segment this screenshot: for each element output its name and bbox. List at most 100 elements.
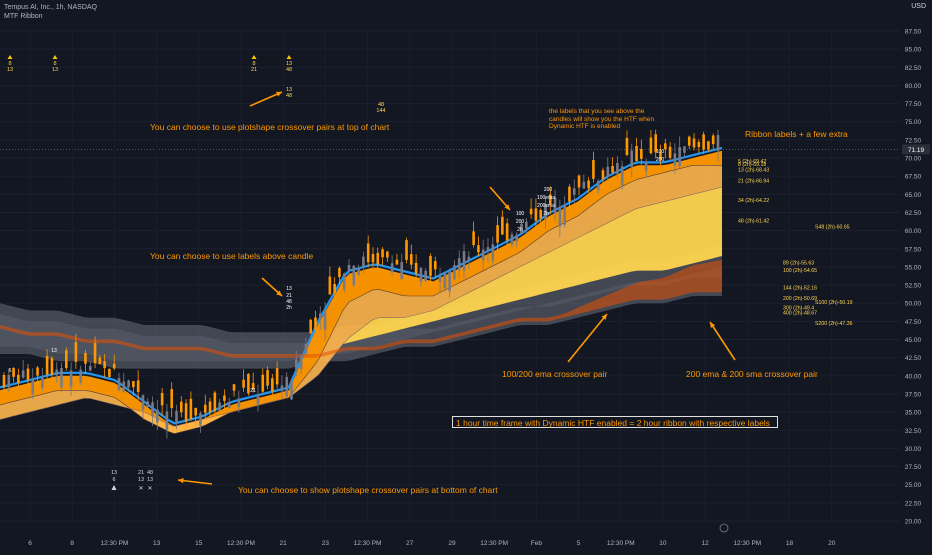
time-tick: 23 [322,540,330,547]
top-marker-label: 8 [252,61,255,67]
candle-layer [2,129,720,439]
candle-body [663,143,667,150]
candle-body [309,319,312,334]
candle-label: 21 [250,388,256,394]
ribbon-label: 100 (2h)-54.65 [783,268,817,274]
candle-body [443,273,447,289]
candle-label: 48 [286,299,292,305]
time-tick: 12:30 PM [227,540,255,547]
top-marker-label: 48 [286,93,292,99]
candle-body [132,381,135,388]
ribbon-layer [0,146,723,434]
ribbon-label: 200 (2h)-50.69 [783,296,817,302]
currency-label[interactable]: USD [911,3,926,10]
candle-body [568,186,571,202]
candle-body [189,398,193,419]
candle-body [553,197,557,214]
candle-body [702,134,705,150]
price-tick: 35.00 [905,410,922,417]
candle-body [429,255,432,276]
time-tick: 27 [406,540,414,547]
candle-body [151,402,154,417]
arrow-head-icon [710,322,716,328]
candle-body [184,403,188,422]
time-tick: 10 [659,540,667,547]
candle-body [55,369,59,376]
candle-body [400,262,404,279]
candle-body [45,356,49,375]
ema-crossover-fan [0,260,722,358]
candle-body [7,374,11,388]
candle-body [673,153,677,166]
annotation-labels-above: You can choose to use labels above candl… [150,251,314,261]
candle-body [366,243,370,263]
up-triangle-icon [286,55,292,59]
candle-body [654,134,658,153]
up-triangle-icon [111,485,117,490]
candle-label: 13 [286,286,292,292]
candle-body [692,138,696,148]
top-marker-label: 48 [286,67,292,73]
ribbon-label: 13 (2h)-68.43 [738,168,769,174]
arrow-head-icon [276,91,282,97]
price-axis-bg [900,0,932,550]
fast-ribbon-light-orange [0,165,722,434]
candle-body [477,245,480,253]
ribbon-label: 300 (2h)-49.4 [783,306,814,312]
fast-ribbon-yellow [0,187,722,427]
candle-body [630,150,634,167]
candle-body [467,256,471,262]
candle-body [21,370,25,378]
candle-body [577,175,581,188]
candle-body [323,311,327,330]
candle-body [180,401,183,413]
ribbon-label: 21 (2h)-66.94 [738,179,769,185]
top-marker-label: 13 [286,87,292,93]
annotation-ema-sma-pair: 200 ema & 200 sma crossover pair [686,369,818,379]
candle-body [433,261,437,270]
candle-body [36,367,39,376]
price-tick: 80.00 [905,83,922,90]
price-tick: 70.00 [905,156,922,163]
candle-body [342,273,346,290]
cross-icon: ✕ [138,486,143,492]
candle-label: 200 [516,219,525,225]
ribbon-label: 89 (2h)-55.63 [783,261,814,267]
time-tick: 8 [70,540,74,547]
candle-body [41,377,44,388]
candle-body [405,240,408,260]
candle-body [419,267,423,282]
price-tick: 57.50 [905,246,922,253]
candle-body [256,394,260,405]
candle-body [232,384,236,391]
time-tick: 12:30 PM [100,540,128,547]
candle-label: 2h [517,227,523,233]
candle-body [462,251,466,271]
price-tick: 45.00 [905,337,922,344]
time-tick: 12:30 PM [480,540,508,547]
candle-body [165,411,169,431]
candle-body [362,256,365,268]
price-tick: 62.50 [905,210,922,217]
candle-body [548,194,552,205]
candle-body [491,244,495,261]
arrow-head-icon [276,290,282,296]
ribbon-label: 400 (2h)-48.67 [783,311,817,317]
candle-body [376,252,380,265]
candle-body [318,313,322,320]
price-tick: 42.50 [905,355,922,362]
top-marker-label: 8 [53,61,56,67]
candle-body [12,368,15,377]
ribbon-label: 5 (2h)-69.42 [738,159,766,165]
candle-body [285,377,289,397]
candle-body [371,253,375,263]
candle-body [616,163,619,175]
ribbon-label: S200 (2h)-47.36 [815,321,853,327]
fast-ribbon-orange [0,150,722,434]
price-tick: 60.00 [905,228,922,235]
candle-body [213,392,217,412]
time-tick: 12:30 PM [607,540,635,547]
price-tick: 65.00 [905,192,922,199]
